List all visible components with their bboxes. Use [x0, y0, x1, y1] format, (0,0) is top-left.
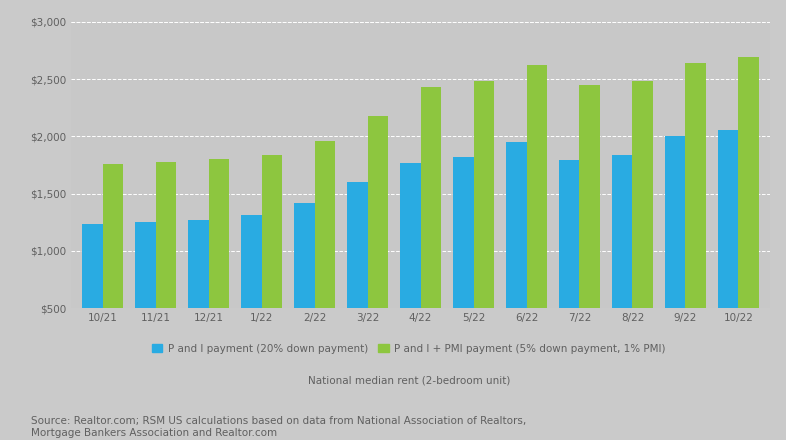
Bar [454, 157, 473, 365]
Bar [314, 141, 335, 365]
Bar [295, 203, 314, 365]
Bar [189, 220, 208, 365]
Bar [633, 81, 652, 365]
Bar [347, 182, 368, 365]
Bar [400, 163, 421, 365]
Text: National median rent (2-bedroom unit): National median rent (2-bedroom unit) [307, 376, 510, 385]
Bar [473, 81, 494, 365]
Bar [527, 66, 546, 365]
Bar [208, 159, 229, 365]
Text: Source: Realtor.com; RSM US calculations based on data from National Association: Source: Realtor.com; RSM US calculations… [31, 416, 527, 438]
Bar [262, 155, 281, 365]
Bar [685, 63, 706, 365]
Bar [560, 161, 579, 365]
Bar [135, 222, 156, 365]
Bar [368, 116, 387, 365]
Bar [241, 215, 262, 365]
Bar [102, 164, 123, 365]
Legend: P and I payment (20% down payment), P and I + PMI payment (5% down payment, 1% P: P and I payment (20% down payment), P an… [148, 339, 670, 358]
Bar [83, 224, 102, 365]
Bar [612, 155, 633, 365]
Bar [739, 58, 758, 365]
Bar [579, 85, 600, 365]
Bar [665, 136, 685, 365]
Bar [156, 162, 175, 365]
Bar [506, 142, 527, 365]
Bar [421, 87, 441, 365]
Bar [718, 129, 739, 365]
